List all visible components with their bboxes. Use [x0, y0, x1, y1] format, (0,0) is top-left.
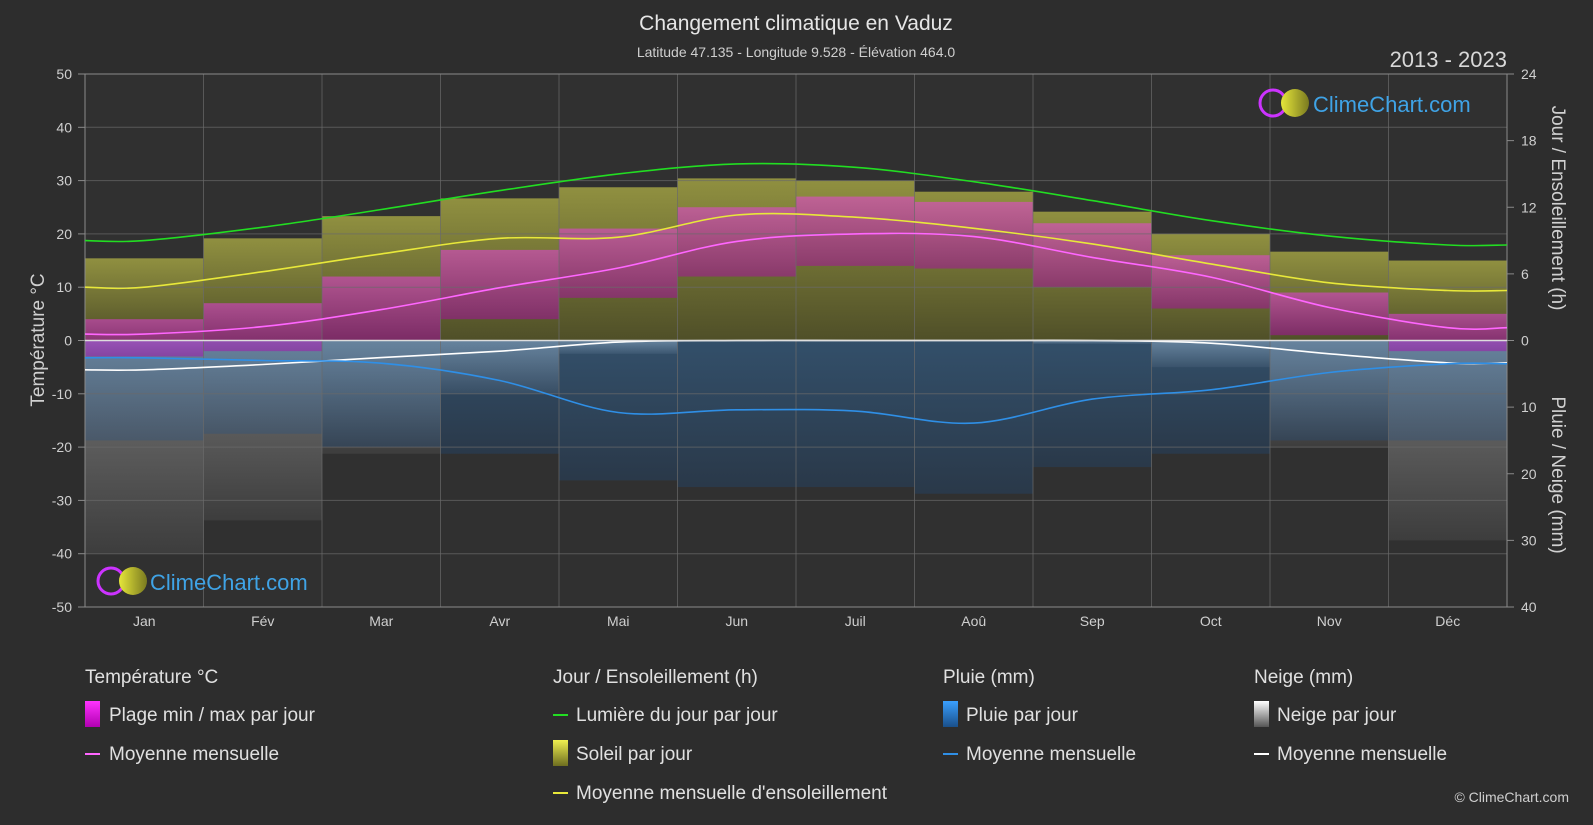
- legend-sunshine: Soleil par jour: [576, 744, 693, 765]
- left-tick-label: -50: [52, 599, 72, 615]
- left-tick-label: 0: [64, 333, 72, 349]
- rain-bar: [1388, 340, 1507, 441]
- legend-snow-daily: Neige par jour: [1277, 705, 1397, 726]
- legend-sun-mean: Moyenne mensuelle d'ensoleillement: [576, 783, 888, 804]
- right-top-tick-label: 24: [1521, 66, 1537, 82]
- temp-range-bar: [796, 196, 915, 266]
- legend: Température °C Plage min / max par jour …: [85, 667, 1447, 804]
- left-tick-label: 30: [56, 173, 72, 189]
- right-bottom-tick-label: 30: [1521, 532, 1537, 548]
- right-bottom-tick-label: 20: [1521, 466, 1537, 482]
- temp-range-bar: [914, 201, 1033, 269]
- legend-temp-mean: Moyenne mensuelle: [109, 744, 279, 765]
- left-tick-label: -20: [52, 439, 72, 455]
- rain-bar: [1270, 340, 1389, 441]
- rain-bar: [796, 340, 915, 488]
- month-tick-label: Mar: [369, 613, 393, 629]
- left-tick-label: -10: [52, 386, 72, 402]
- right-bottom-tick-label: 40: [1521, 599, 1537, 615]
- legend-snow-swatch: [1254, 701, 1269, 727]
- axis-layer: 50 40 30 20 10 0 -10 -20 -30 -40 -50 24 18 12 6 0 10 20 30…: [52, 66, 1537, 629]
- legend-rain-heading: Pluie (mm): [943, 667, 1035, 688]
- temp-range-bar: [1388, 313, 1507, 352]
- legend-rain-mean: Moyenne mensuelle: [966, 744, 1136, 765]
- lumi-re-du-jour-par-jour-line: [84, 162, 1508, 247]
- logo-top-text: ClimeChart.com: [1313, 92, 1471, 117]
- temp-range-bar: [322, 276, 441, 341]
- right-bottom-axis-title: Pluie / Neige (mm): [1547, 396, 1568, 553]
- right-top-tick-label: 0: [1521, 333, 1529, 349]
- logo-top: ClimeChart.com: [1258, 88, 1471, 118]
- temp-range-bar: [85, 319, 204, 357]
- logo-sun-icon: [1281, 89, 1309, 117]
- month-tick-label: Jan: [133, 613, 156, 629]
- legend-temp-range-swatch: [85, 701, 100, 727]
- period-label: 2013 - 2023: [1390, 47, 1507, 72]
- month-tick-label: Déc: [1435, 613, 1460, 629]
- left-axis-title: Température °C: [28, 273, 49, 406]
- month-tick-label: Mai: [607, 613, 630, 629]
- right-top-tick-label: 12: [1521, 199, 1537, 215]
- temperature-moyenne-mensuelle-line: [84, 232, 1508, 336]
- legend-rain-swatch: [943, 701, 958, 727]
- month-tick-label: Jun: [725, 613, 748, 629]
- right-bottom-tick-label: 10: [1521, 399, 1537, 415]
- legend-snow-mean: Moyenne mensuelle: [1277, 744, 1447, 765]
- legend-snow-heading: Neige (mm): [1254, 667, 1353, 688]
- legend-temp-range: Plage min / max par jour: [109, 705, 316, 726]
- rain-bar: [440, 340, 559, 454]
- left-tick-label: -30: [52, 492, 72, 508]
- left-tick-label: 50: [56, 66, 72, 82]
- month-tick-label: Juil: [845, 613, 866, 629]
- legend-sunshine-swatch: [553, 740, 568, 766]
- rain-bar: [1033, 340, 1152, 468]
- logo-bottom: ClimeChart.com: [96, 566, 308, 596]
- temp-range-bar: [440, 249, 559, 320]
- copyright: © ClimeChart.com: [1454, 789, 1569, 805]
- temp-range-bar: [1270, 292, 1389, 336]
- left-tick-label: 40: [56, 119, 72, 135]
- left-tick-label: 20: [56, 226, 72, 242]
- lines-layer: [84, 162, 1508, 425]
- month-tick-label: Oct: [1200, 613, 1222, 629]
- chart-title: Changement climatique en Vaduz: [639, 12, 953, 35]
- temp-range-bar: [1033, 223, 1152, 288]
- chart-subtitle: Latitude 47.135 - Longitude 9.528 - Élév…: [637, 44, 956, 60]
- rain-bar: [203, 340, 322, 434]
- logo-sun-icon: [119, 567, 147, 595]
- rain-moyenne-mensuelle-line: [84, 356, 1508, 425]
- bands-layer: [85, 178, 1507, 554]
- rain-bar: [559, 340, 678, 481]
- right-top-tick-label: 6: [1521, 266, 1529, 282]
- legend-sun-heading: Jour / Ensoleillement (h): [553, 667, 758, 688]
- right-top-axis-title: Jour / Ensoleillement (h): [1547, 106, 1568, 311]
- left-tick-label: -40: [52, 546, 72, 562]
- rain-bar: [677, 340, 796, 488]
- month-tick-label: Nov: [1317, 613, 1342, 629]
- month-tick-label: Fév: [251, 613, 274, 629]
- right-top-tick-label: 18: [1521, 133, 1537, 149]
- legend-daylight: Lumière du jour par jour: [576, 705, 778, 726]
- left-tick-label: 10: [56, 279, 72, 295]
- legend-temp-heading: Température °C: [85, 667, 218, 688]
- month-tick-label: Sep: [1080, 613, 1105, 629]
- rain-bar: [1151, 340, 1270, 454]
- moyenne-mensuelle-d-ensoleillement-line: [84, 212, 1508, 292]
- month-tick-label: Avr: [489, 613, 510, 629]
- legend-rain-daily: Pluie par jour: [966, 705, 1079, 726]
- month-tick-label: Aoû: [961, 613, 986, 629]
- temp-range-bar: [559, 228, 678, 298]
- logo-bottom-text: ClimeChart.com: [150, 570, 308, 595]
